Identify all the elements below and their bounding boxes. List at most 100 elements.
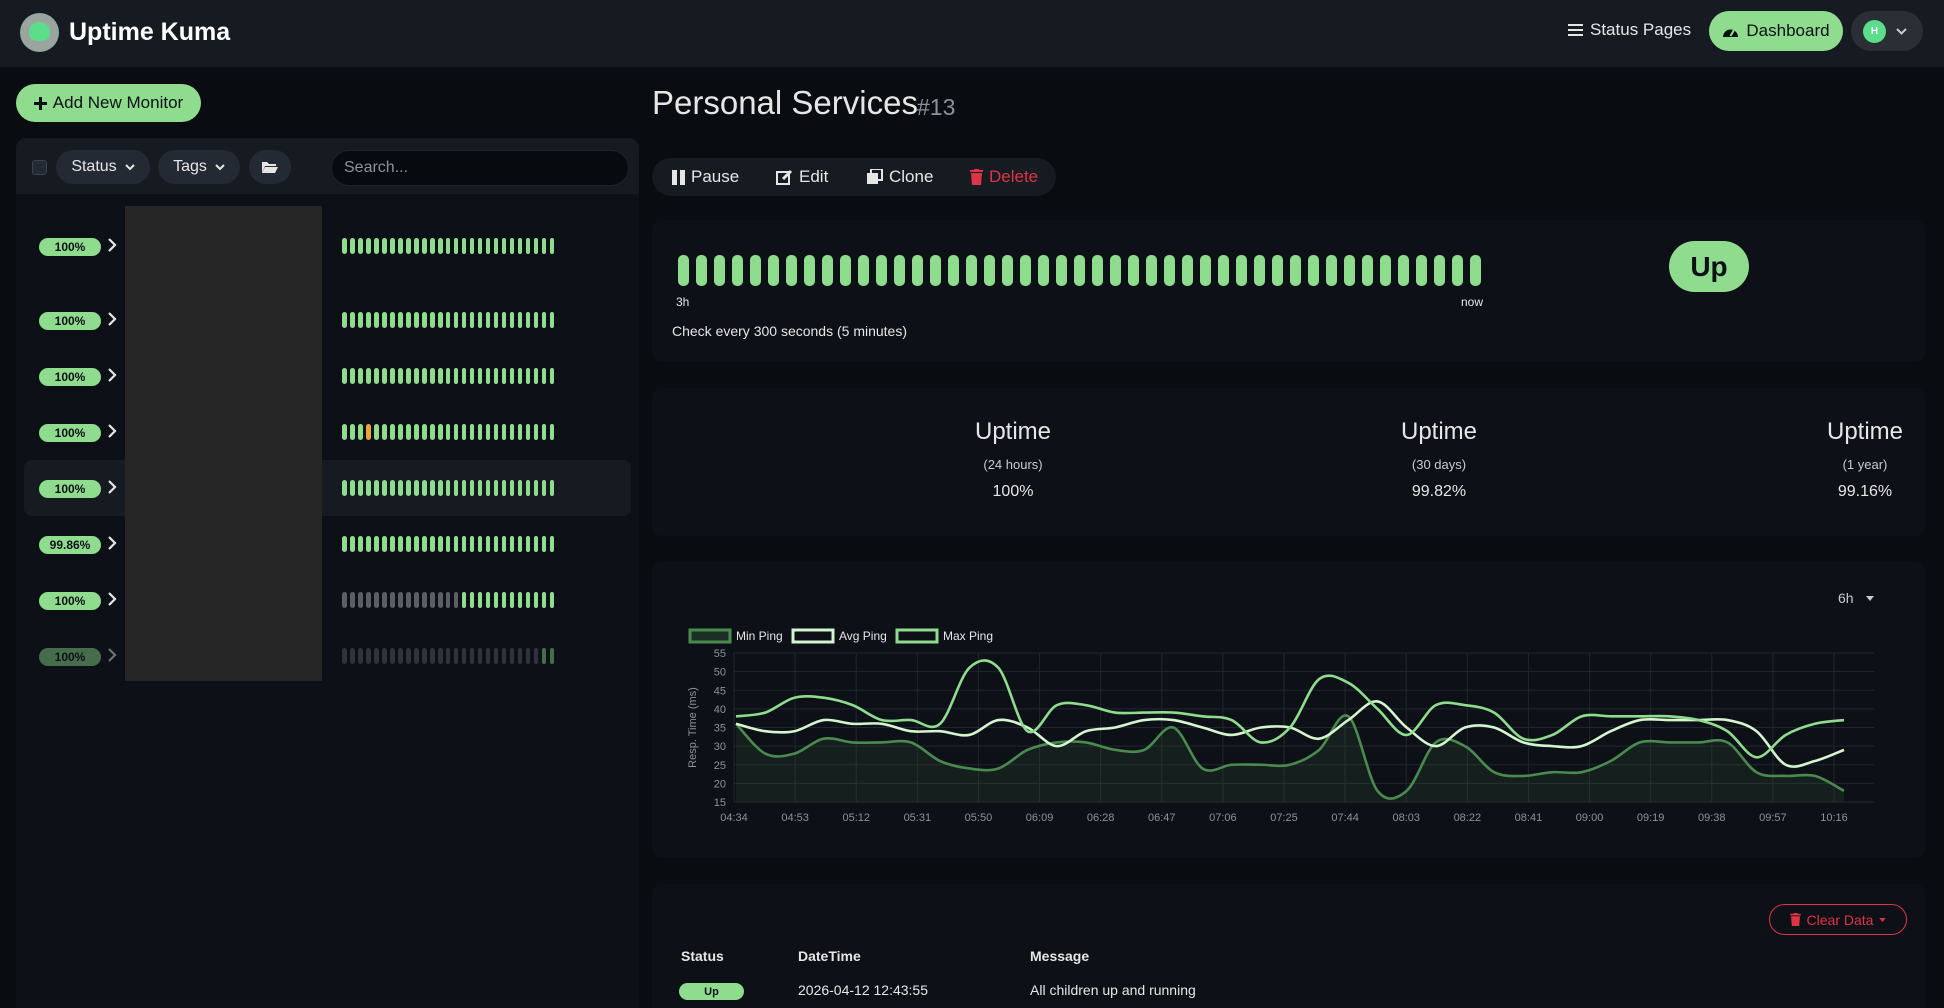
- heartbeat-beat[interactable]: [405, 648, 411, 664]
- heartbeat-beat[interactable]: [541, 238, 547, 254]
- heartbeat-beat[interactable]: [1344, 255, 1355, 286]
- heartbeat-beat[interactable]: [469, 536, 475, 552]
- heartbeat-beat[interactable]: [501, 648, 507, 664]
- heartbeat-beat[interactable]: [413, 648, 419, 664]
- heartbeat-beat[interactable]: [1182, 255, 1193, 286]
- heartbeat-beat[interactable]: [437, 368, 443, 384]
- heartbeat-beat[interactable]: [461, 536, 467, 552]
- heartbeat-beat[interactable]: [405, 592, 411, 608]
- heartbeat-beat[interactable]: [1146, 255, 1157, 286]
- heartbeat-beat[interactable]: [485, 648, 491, 664]
- heartbeat-beat[interactable]: [429, 592, 435, 608]
- heartbeat-beat[interactable]: [437, 536, 443, 552]
- heartbeat-beat[interactable]: [461, 648, 467, 664]
- heartbeat-beat[interactable]: [397, 536, 403, 552]
- heartbeat-beat[interactable]: [1002, 255, 1013, 286]
- heartbeat-beat[interactable]: [1326, 255, 1337, 286]
- heartbeat-beat[interactable]: [405, 424, 411, 440]
- delete-button[interactable]: Delete: [970, 167, 1038, 187]
- heartbeat-beat[interactable]: [493, 480, 499, 496]
- heartbeat-beat[interactable]: [930, 255, 941, 286]
- heartbeat-beat[interactable]: [501, 536, 507, 552]
- heartbeat-beat[interactable]: [533, 312, 539, 328]
- heartbeat-beat[interactable]: [381, 368, 387, 384]
- heartbeat-beat[interactable]: [549, 592, 555, 608]
- heartbeat-beat[interactable]: [549, 238, 555, 254]
- heartbeat-beat[interactable]: [517, 312, 523, 328]
- heartbeat-beat[interactable]: [493, 648, 499, 664]
- heartbeat-beat[interactable]: [413, 368, 419, 384]
- heartbeat-beat[interactable]: [822, 255, 833, 286]
- heartbeat-beat[interactable]: [405, 368, 411, 384]
- heartbeat-beat[interactable]: [445, 480, 451, 496]
- heartbeat-beat[interactable]: [1038, 255, 1049, 286]
- heartbeat-beat[interactable]: [445, 312, 451, 328]
- heartbeat-beat[interactable]: [453, 312, 459, 328]
- heartbeat-beat[interactable]: [493, 424, 499, 440]
- heartbeat-beat[interactable]: [381, 536, 387, 552]
- heartbeat-beat[interactable]: [1452, 255, 1463, 286]
- monitor-list-item[interactable]: 100%: [24, 348, 631, 404]
- heartbeat-beat[interactable]: [461, 592, 467, 608]
- heartbeat-beat[interactable]: [461, 424, 467, 440]
- heartbeat-beat[interactable]: [342, 368, 347, 384]
- heartbeat-beat[interactable]: [373, 592, 379, 608]
- heartbeat-beat[interactable]: [405, 238, 411, 254]
- search-input[interactable]: [331, 150, 629, 186]
- heartbeat-beat[interactable]: [342, 424, 347, 440]
- heartbeat-beat[interactable]: [389, 536, 395, 552]
- heartbeat-beat[interactable]: [525, 424, 531, 440]
- heartbeat-beat[interactable]: [485, 312, 491, 328]
- heartbeat-beat[interactable]: [365, 648, 371, 664]
- heartbeat-beat[interactable]: [429, 480, 435, 496]
- chevron-right-icon[interactable]: [106, 590, 118, 608]
- heartbeat-beat[interactable]: [1254, 255, 1265, 286]
- heartbeat-beat[interactable]: [525, 238, 531, 254]
- heartbeat-beat[interactable]: [485, 424, 491, 440]
- heartbeat-beat[interactable]: [421, 312, 427, 328]
- heartbeat-beat[interactable]: [445, 536, 451, 552]
- heartbeat-beat[interactable]: [413, 424, 419, 440]
- heartbeat-beat[interactable]: [342, 312, 347, 328]
- heartbeat-beat[interactable]: [509, 592, 515, 608]
- heartbeat-beat[interactable]: [453, 424, 459, 440]
- heartbeat-beat[interactable]: [453, 368, 459, 384]
- heartbeat-beat[interactable]: [525, 592, 531, 608]
- heartbeat-beat[interactable]: [469, 648, 475, 664]
- heartbeat-beat[interactable]: [445, 592, 451, 608]
- heartbeat-beat[interactable]: [349, 648, 355, 664]
- heartbeat-beat[interactable]: [342, 536, 347, 552]
- heartbeat-beat[interactable]: [397, 648, 403, 664]
- heartbeat-beat[interactable]: [493, 536, 499, 552]
- heartbeat-beat[interactable]: [493, 238, 499, 254]
- heartbeat-beat[interactable]: [1236, 255, 1247, 286]
- heartbeat-beat[interactable]: [477, 424, 483, 440]
- heartbeat-beat[interactable]: [696, 255, 707, 286]
- heartbeat-beat[interactable]: [1434, 255, 1445, 286]
- heartbeat-beat[interactable]: [984, 255, 995, 286]
- heartbeat-beat[interactable]: [365, 536, 371, 552]
- heartbeat-beat[interactable]: [750, 255, 761, 286]
- heartbeat-beat[interactable]: [437, 312, 443, 328]
- heartbeat-beat[interactable]: [397, 368, 403, 384]
- heartbeat-beat[interactable]: [525, 312, 531, 328]
- heartbeat-beat[interactable]: [437, 238, 443, 254]
- heartbeat-beat[interactable]: [397, 480, 403, 496]
- heartbeat-beat[interactable]: [373, 424, 379, 440]
- heartbeat-beat[interactable]: [1020, 255, 1031, 286]
- heartbeat-beat[interactable]: [342, 592, 347, 608]
- heartbeat-beat[interactable]: [381, 648, 387, 664]
- heartbeat-beat[interactable]: [429, 536, 435, 552]
- chevron-right-icon[interactable]: [106, 478, 118, 496]
- heartbeat-beat[interactable]: [373, 536, 379, 552]
- heartbeat-beat[interactable]: [389, 368, 395, 384]
- heartbeat-beat[interactable]: [469, 592, 475, 608]
- monitor-list-item[interactable]: 100%: [24, 218, 631, 274]
- heartbeat-beat[interactable]: [714, 255, 725, 286]
- heartbeat-beat[interactable]: [1362, 255, 1373, 286]
- heartbeat-beat[interactable]: [509, 480, 515, 496]
- heartbeat-beat[interactable]: [357, 648, 363, 664]
- heartbeat-beat[interactable]: [453, 592, 459, 608]
- heartbeat-beat[interactable]: [349, 312, 355, 328]
- heartbeat-beat[interactable]: [373, 238, 379, 254]
